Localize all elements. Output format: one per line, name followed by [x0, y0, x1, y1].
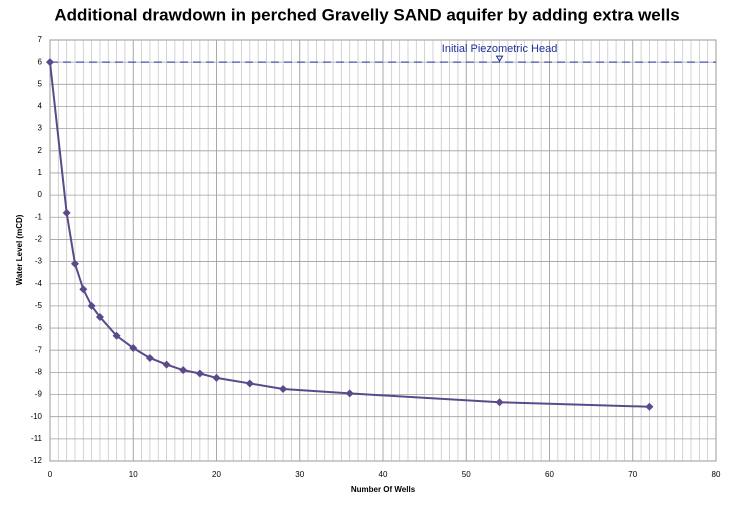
data-point: [145, 353, 154, 362]
y-tick-label: -4: [35, 279, 43, 288]
reference-marker: [495, 55, 504, 63]
data-point: [645, 402, 654, 411]
data-point: [195, 369, 204, 378]
data-point: [279, 384, 288, 393]
data-point: [87, 301, 96, 310]
data-point: [46, 58, 54, 67]
data-point: [129, 343, 138, 352]
y-axis-label: Water Level (mCD): [15, 214, 24, 285]
y-tick-label: 3: [38, 124, 43, 133]
reference-label: Initial Piezometric Head: [442, 43, 558, 55]
y-tick-label: -10: [30, 412, 42, 421]
y-tick-label: -11: [31, 434, 43, 443]
y-tick-label: 5: [38, 79, 43, 88]
y-tick-label: 0: [38, 190, 43, 199]
x-tick-label: 50: [462, 470, 471, 479]
y-tick-label: -7: [35, 345, 43, 354]
y-tick-label: 6: [38, 57, 43, 66]
data-point: [162, 360, 171, 369]
y-tick-label: 4: [38, 102, 43, 111]
x-tick-label: 60: [545, 470, 554, 479]
x-tick-label: 0: [48, 470, 53, 479]
x-tick-label: 70: [628, 470, 637, 479]
chart-title: Additional drawdown in perched Gravelly …: [54, 5, 679, 24]
data-point: [212, 373, 221, 382]
y-tick-label: 2: [38, 146, 43, 155]
y-tick-label: -1: [35, 212, 43, 221]
data-point: [495, 398, 504, 407]
x-tick-label: 10: [129, 470, 138, 479]
y-tick-label: -5: [35, 301, 43, 310]
data-point: [179, 366, 188, 375]
data-point: [112, 331, 121, 340]
x-axis-label: Number Of Wells: [351, 485, 416, 494]
y-tick-label: -2: [35, 235, 43, 244]
y-tick-label: 7: [38, 35, 43, 44]
y-tick-label: -9: [35, 390, 43, 399]
y-tick-label: 1: [38, 168, 43, 177]
series-line: [49, 62, 650, 408]
data-point: [70, 259, 79, 268]
data-point: [95, 312, 104, 321]
x-tick-label: 20: [212, 470, 221, 479]
data-point: [345, 389, 354, 398]
y-tick-label: -6: [35, 323, 43, 332]
y-tick-label: -12: [30, 456, 42, 465]
x-tick-label: 30: [295, 470, 304, 479]
data-point: [245, 379, 254, 388]
y-tick-label: -8: [35, 367, 43, 376]
data-point: [62, 208, 71, 217]
x-tick-label: 40: [379, 470, 388, 479]
x-tick-label: 80: [712, 470, 721, 479]
data-point: [79, 285, 88, 294]
y-tick-label: -3: [35, 257, 43, 266]
